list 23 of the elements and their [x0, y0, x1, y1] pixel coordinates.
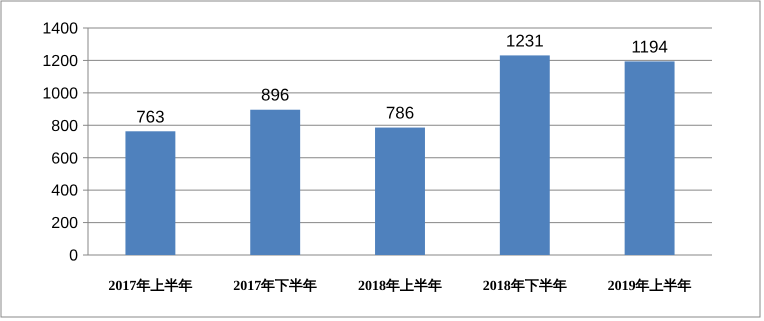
- y-tick-label: 200: [51, 215, 78, 232]
- x-tick-label: 2018年下半年: [482, 278, 567, 294]
- y-tick-label: 1000: [42, 85, 78, 102]
- x-tick-label: 2018年上半年: [358, 278, 442, 294]
- data-label: 1231: [506, 31, 544, 50]
- data-label: 763: [136, 107, 165, 126]
- data-label: 1194: [631, 37, 668, 56]
- y-tick-label: 600: [51, 150, 78, 168]
- data-label: 786: [386, 104, 414, 123]
- data-label: 896: [261, 86, 290, 105]
- x-tick-label: 2017年下半年: [233, 278, 318, 294]
- bar: [500, 55, 550, 255]
- bar: [375, 128, 425, 255]
- bar: [125, 131, 176, 255]
- y-tick-label: 800: [51, 118, 78, 135]
- y-tick-label: 1200: [42, 53, 78, 70]
- bar: [250, 110, 300, 255]
- bar: [624, 61, 675, 255]
- y-tick-label: 1400: [42, 20, 78, 38]
- y-tick-label: 0: [69, 248, 78, 265]
- x-tick-label: 2017年上半年: [108, 278, 192, 294]
- y-tick-label: 400: [51, 182, 78, 200]
- x-tick-label: 2019年上半年: [608, 278, 692, 294]
